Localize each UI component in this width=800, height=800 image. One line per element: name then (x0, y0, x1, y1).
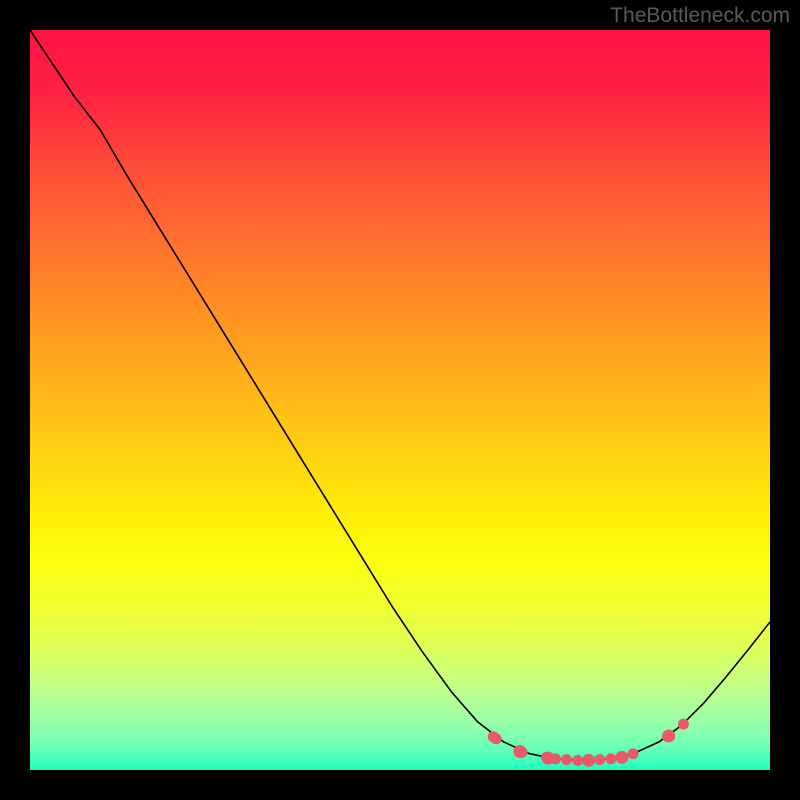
marker-point (582, 754, 595, 767)
main-curve (30, 30, 770, 760)
marker-point (491, 733, 502, 744)
marker-point (513, 745, 526, 758)
watermark-text: TheBottleneck.com (610, 4, 790, 28)
chart-plot-area (30, 30, 770, 770)
marker-point (678, 719, 689, 730)
marker-point (594, 754, 605, 765)
marker-point (605, 753, 616, 764)
curve-layer (30, 30, 770, 770)
marker-point (616, 751, 629, 764)
marker-point (542, 752, 555, 765)
marker-point (628, 748, 639, 759)
marker-point (662, 729, 675, 742)
marker-point (572, 755, 583, 766)
marker-point (561, 754, 572, 765)
